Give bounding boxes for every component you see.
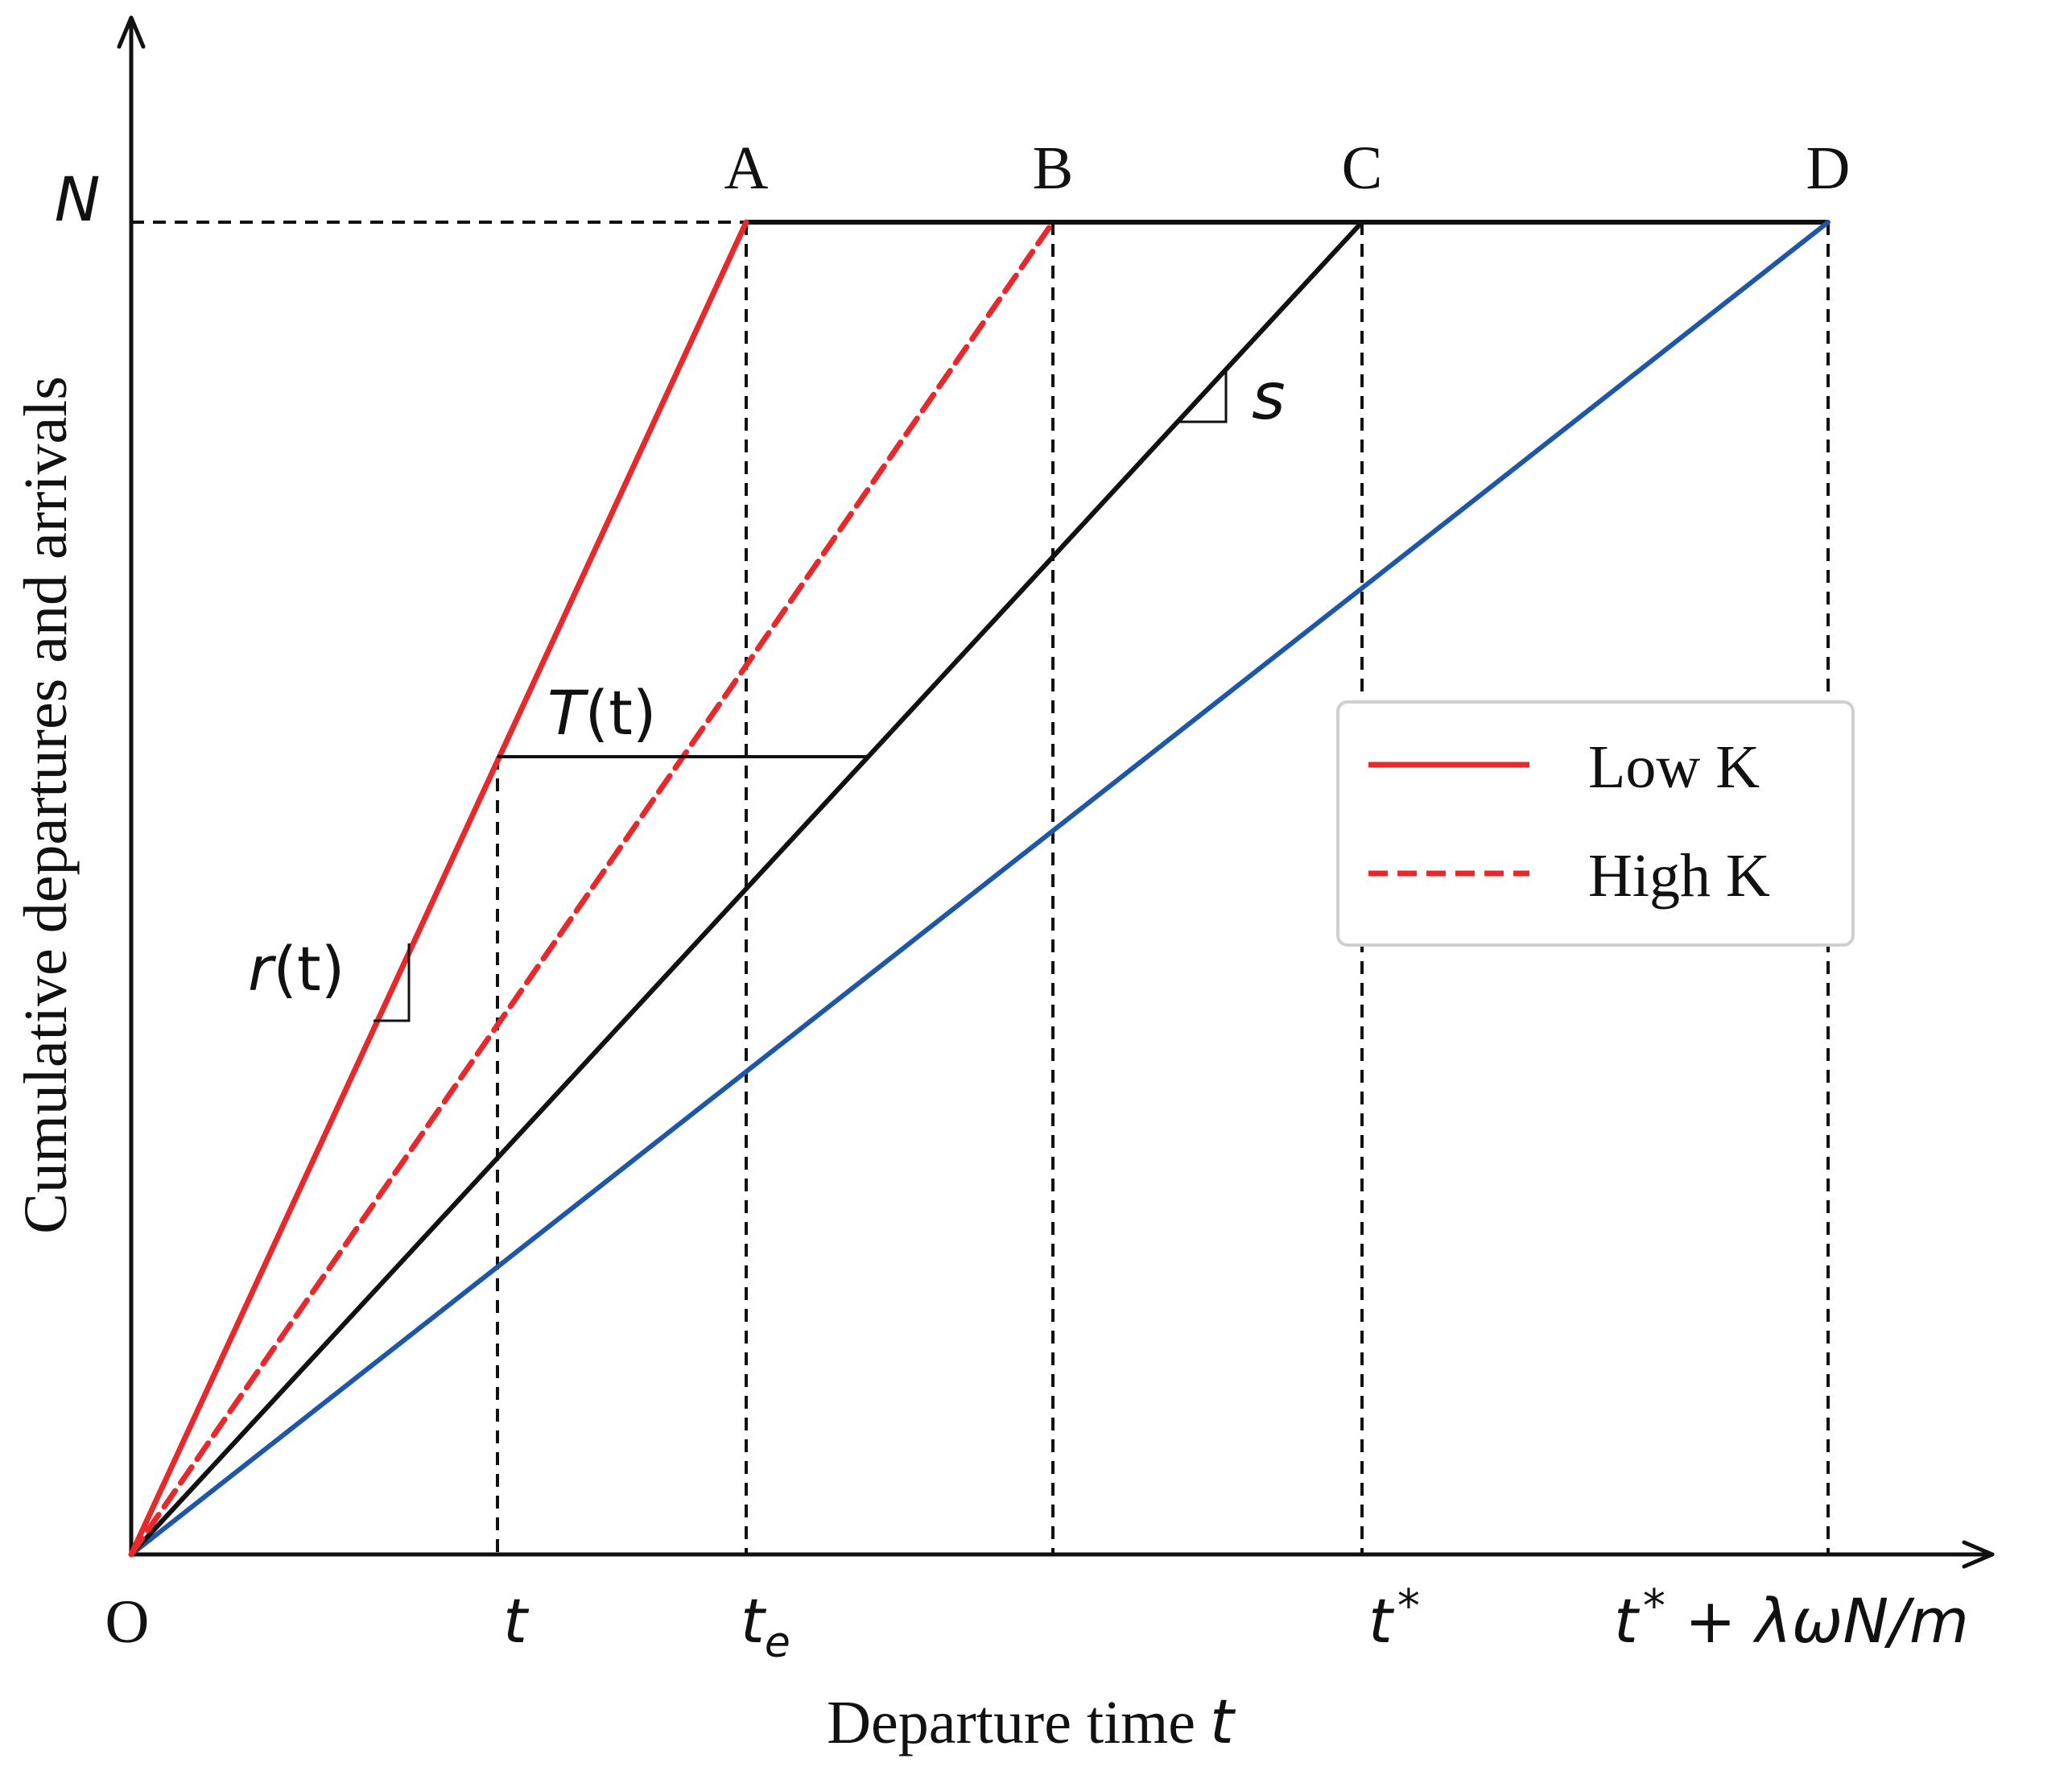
- r-annotation-arg: (t): [273, 933, 345, 1005]
- axes: [117, 15, 1995, 1569]
- origin-label: O: [105, 1588, 150, 1656]
- x-tick-te-sub: e: [765, 1619, 790, 1667]
- y-axis-label: Cumulative departures and arrivals: [12, 376, 80, 1234]
- x-tick-t: t: [503, 1585, 530, 1657]
- black-line: [129, 220, 1364, 1557]
- x-tick-tend: t * + λωN/m: [1614, 1580, 1969, 1657]
- x-axis-arrowhead: [1962, 1540, 1995, 1569]
- t-annotation: T(t): [547, 677, 657, 749]
- point-d-label: D: [1806, 134, 1851, 202]
- x-tick-tstar-sup: *: [1397, 1580, 1420, 1633]
- r-slope-triangle: [374, 943, 411, 1022]
- point-b-label: B: [1033, 134, 1074, 202]
- x-tick-tend-rest: + λωN/m: [1665, 1585, 1969, 1657]
- s-annotation: s: [1252, 359, 1286, 434]
- x-tick-tend-sup: *: [1643, 1580, 1665, 1633]
- x-tick-te-base: t: [741, 1585, 767, 1657]
- blue-line: [129, 220, 1831, 1557]
- curves: [128, 219, 1831, 1558]
- r-annotation: r(t): [248, 933, 345, 1005]
- y-axis-arrowhead: [117, 15, 146, 49]
- point-c-label: C: [1342, 134, 1383, 202]
- legend-label-high-k: High K: [1588, 842, 1770, 910]
- legend-label-low-k: Low K: [1588, 733, 1760, 801]
- x-axis-label: Departure time t: [827, 1686, 1236, 1757]
- point-a-label: A: [724, 134, 769, 202]
- y-tick-n: N: [55, 163, 101, 235]
- legend: Low K High K: [1336, 700, 1855, 947]
- x-tick-tend-base: t: [1614, 1585, 1641, 1657]
- t-annotation-arg: (t): [584, 677, 656, 749]
- x-tick-tstar: t *: [1368, 1580, 1420, 1657]
- x-axis-label-var: t: [1210, 1686, 1236, 1757]
- high-k-dashed-line: [128, 219, 1056, 1558]
- x-tick-tstar-base: t: [1368, 1585, 1395, 1657]
- x-tick-te: te: [741, 1585, 790, 1667]
- t-annotation-var: T: [547, 677, 589, 749]
- low-k-line: [128, 219, 749, 1558]
- r-annotation-var: r: [248, 933, 277, 1005]
- s-slope-triangle: [1178, 369, 1228, 423]
- x-axis-label-text: Departure time: [827, 1689, 1195, 1756]
